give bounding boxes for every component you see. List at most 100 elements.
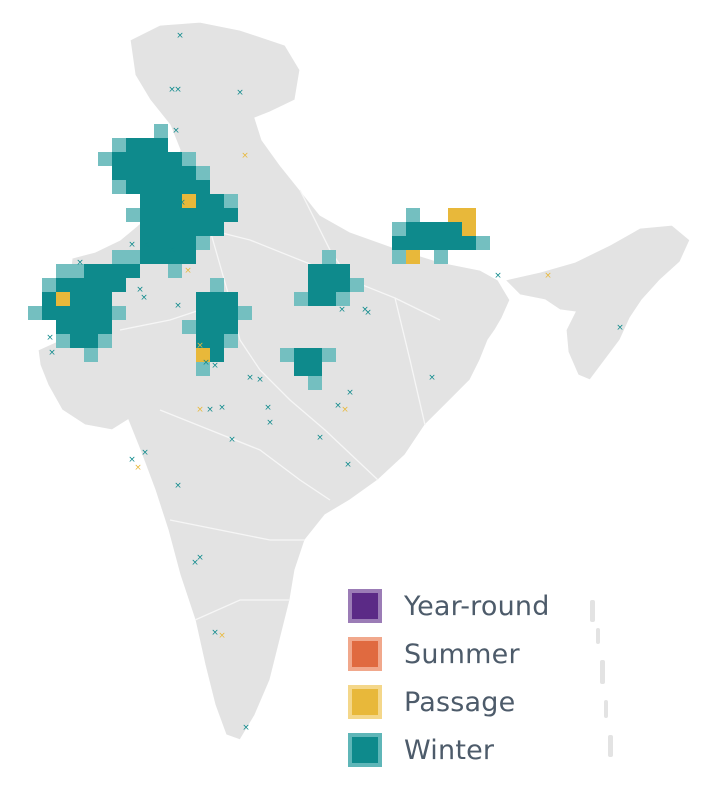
year-round-swatch [348, 589, 382, 623]
winter-fringe-cell [392, 250, 406, 264]
sighting-marker-icon: × [616, 323, 624, 333]
winter-cell [140, 236, 154, 250]
winter-cell [70, 278, 84, 292]
sighting-marker-icon: × [242, 723, 250, 733]
winter-fringe-cell [322, 250, 336, 264]
winter-cell [448, 236, 462, 250]
winter-fringe-cell [112, 250, 126, 264]
sighting-marker-icon: × [196, 341, 204, 351]
summer-swatch [348, 637, 382, 671]
winter-cell [70, 320, 84, 334]
winter-fringe-cell [98, 152, 112, 166]
winter-cell [154, 152, 168, 166]
sighting-marker-icon: × [346, 388, 354, 398]
sighting-marker-icon: × [184, 266, 192, 276]
winter-cell [154, 208, 168, 222]
winter-fringe-cell [112, 306, 126, 320]
winter-cell [182, 208, 196, 222]
winter-cell [98, 306, 112, 320]
winter-cell [98, 320, 112, 334]
passage-cell [448, 208, 462, 222]
sighting-marker-icon: × [48, 348, 56, 358]
winter-cell [70, 306, 84, 320]
winter-cell [196, 334, 210, 348]
passage-cell [462, 222, 476, 236]
sighting-marker-icon: × [211, 361, 219, 371]
winter-cell [308, 278, 322, 292]
winter-cell [168, 236, 182, 250]
winter-cell [210, 194, 224, 208]
winter-cell [434, 236, 448, 250]
winter-cell [196, 306, 210, 320]
winter-cell [84, 278, 98, 292]
sighting-marker-icon: × [218, 403, 226, 413]
sighting-marker-icon: × [128, 455, 136, 465]
winter-fringe-cell [112, 138, 126, 152]
sighting-marker-icon: × [218, 631, 226, 641]
winter-cell [434, 222, 448, 236]
sighting-marker-icon: × [544, 271, 552, 281]
winter-fringe-cell [182, 320, 196, 334]
legend-label: Passage [404, 686, 516, 718]
winter-cell [126, 264, 140, 278]
winter-cell [112, 152, 126, 166]
sighting-marker-icon: × [428, 373, 436, 383]
winter-cell [112, 166, 126, 180]
sighting-marker-icon: × [361, 305, 369, 315]
winter-cell [224, 208, 238, 222]
sighting-marker-icon: × [341, 405, 349, 415]
winter-fringe-cell [210, 278, 224, 292]
winter-cell [56, 320, 70, 334]
winter-cell [224, 306, 238, 320]
winter-fringe-cell [336, 292, 350, 306]
winter-cell [140, 250, 154, 264]
range-cells [28, 124, 490, 390]
sighting-marker-icon: × [266, 418, 274, 428]
winter-cell [196, 194, 210, 208]
legend-item-passage: Passage [348, 678, 550, 726]
winter-fringe-cell [238, 306, 252, 320]
winter-cell [182, 180, 196, 194]
winter-cell [392, 236, 406, 250]
sighting-marker-icon: × [168, 85, 176, 95]
winter-fringe-cell [196, 362, 210, 376]
sighting-marker-icon: × [246, 373, 254, 383]
winter-cell [420, 222, 434, 236]
winter-fringe-cell [56, 334, 70, 348]
winter-cell [294, 362, 308, 376]
winter-cell [126, 166, 140, 180]
winter-cell [154, 194, 168, 208]
sighting-marker-icon: × [140, 293, 148, 303]
passage-cell [196, 348, 210, 362]
winter-cell [140, 152, 154, 166]
winter-cell [182, 222, 196, 236]
sighting-marker-icon: × [236, 88, 244, 98]
winter-fringe-cell [84, 348, 98, 362]
winter-cell [98, 278, 112, 292]
winter-cell [84, 320, 98, 334]
winter-cell [70, 292, 84, 306]
legend: Year-round Summer Passage Winter [348, 582, 550, 774]
passage-swatch [348, 685, 382, 719]
winter-fringe-cell [168, 264, 182, 278]
winter-cell [70, 334, 84, 348]
winter-cell [462, 236, 476, 250]
sighting-markers: ××× ××××× ××××××××××× ×× ××× × ×××××××××××××××… [46, 31, 624, 733]
legend-item-summer: Summer [348, 630, 550, 678]
sighting-marker-icon: × [196, 405, 204, 415]
winter-fringe-cell [350, 278, 364, 292]
sighting-marker-icon: × [196, 553, 204, 563]
winter-cell [308, 292, 322, 306]
winter-cell [336, 264, 350, 278]
winter-fringe-cell [70, 264, 84, 278]
legend-item-year-round: Year-round [348, 582, 550, 630]
winter-cell [196, 180, 210, 194]
passage-cell [462, 208, 476, 222]
sighting-marker-icon: × [141, 448, 149, 458]
winter-cell [308, 362, 322, 376]
legend-label: Summer [404, 638, 520, 670]
sighting-marker-icon: × [176, 31, 184, 41]
sighting-marker-icon: × [202, 358, 210, 368]
winter-cell [140, 180, 154, 194]
winter-cell [448, 222, 462, 236]
